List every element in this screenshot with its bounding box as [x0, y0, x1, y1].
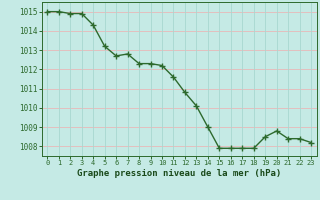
X-axis label: Graphe pression niveau de la mer (hPa): Graphe pression niveau de la mer (hPa)	[77, 169, 281, 178]
